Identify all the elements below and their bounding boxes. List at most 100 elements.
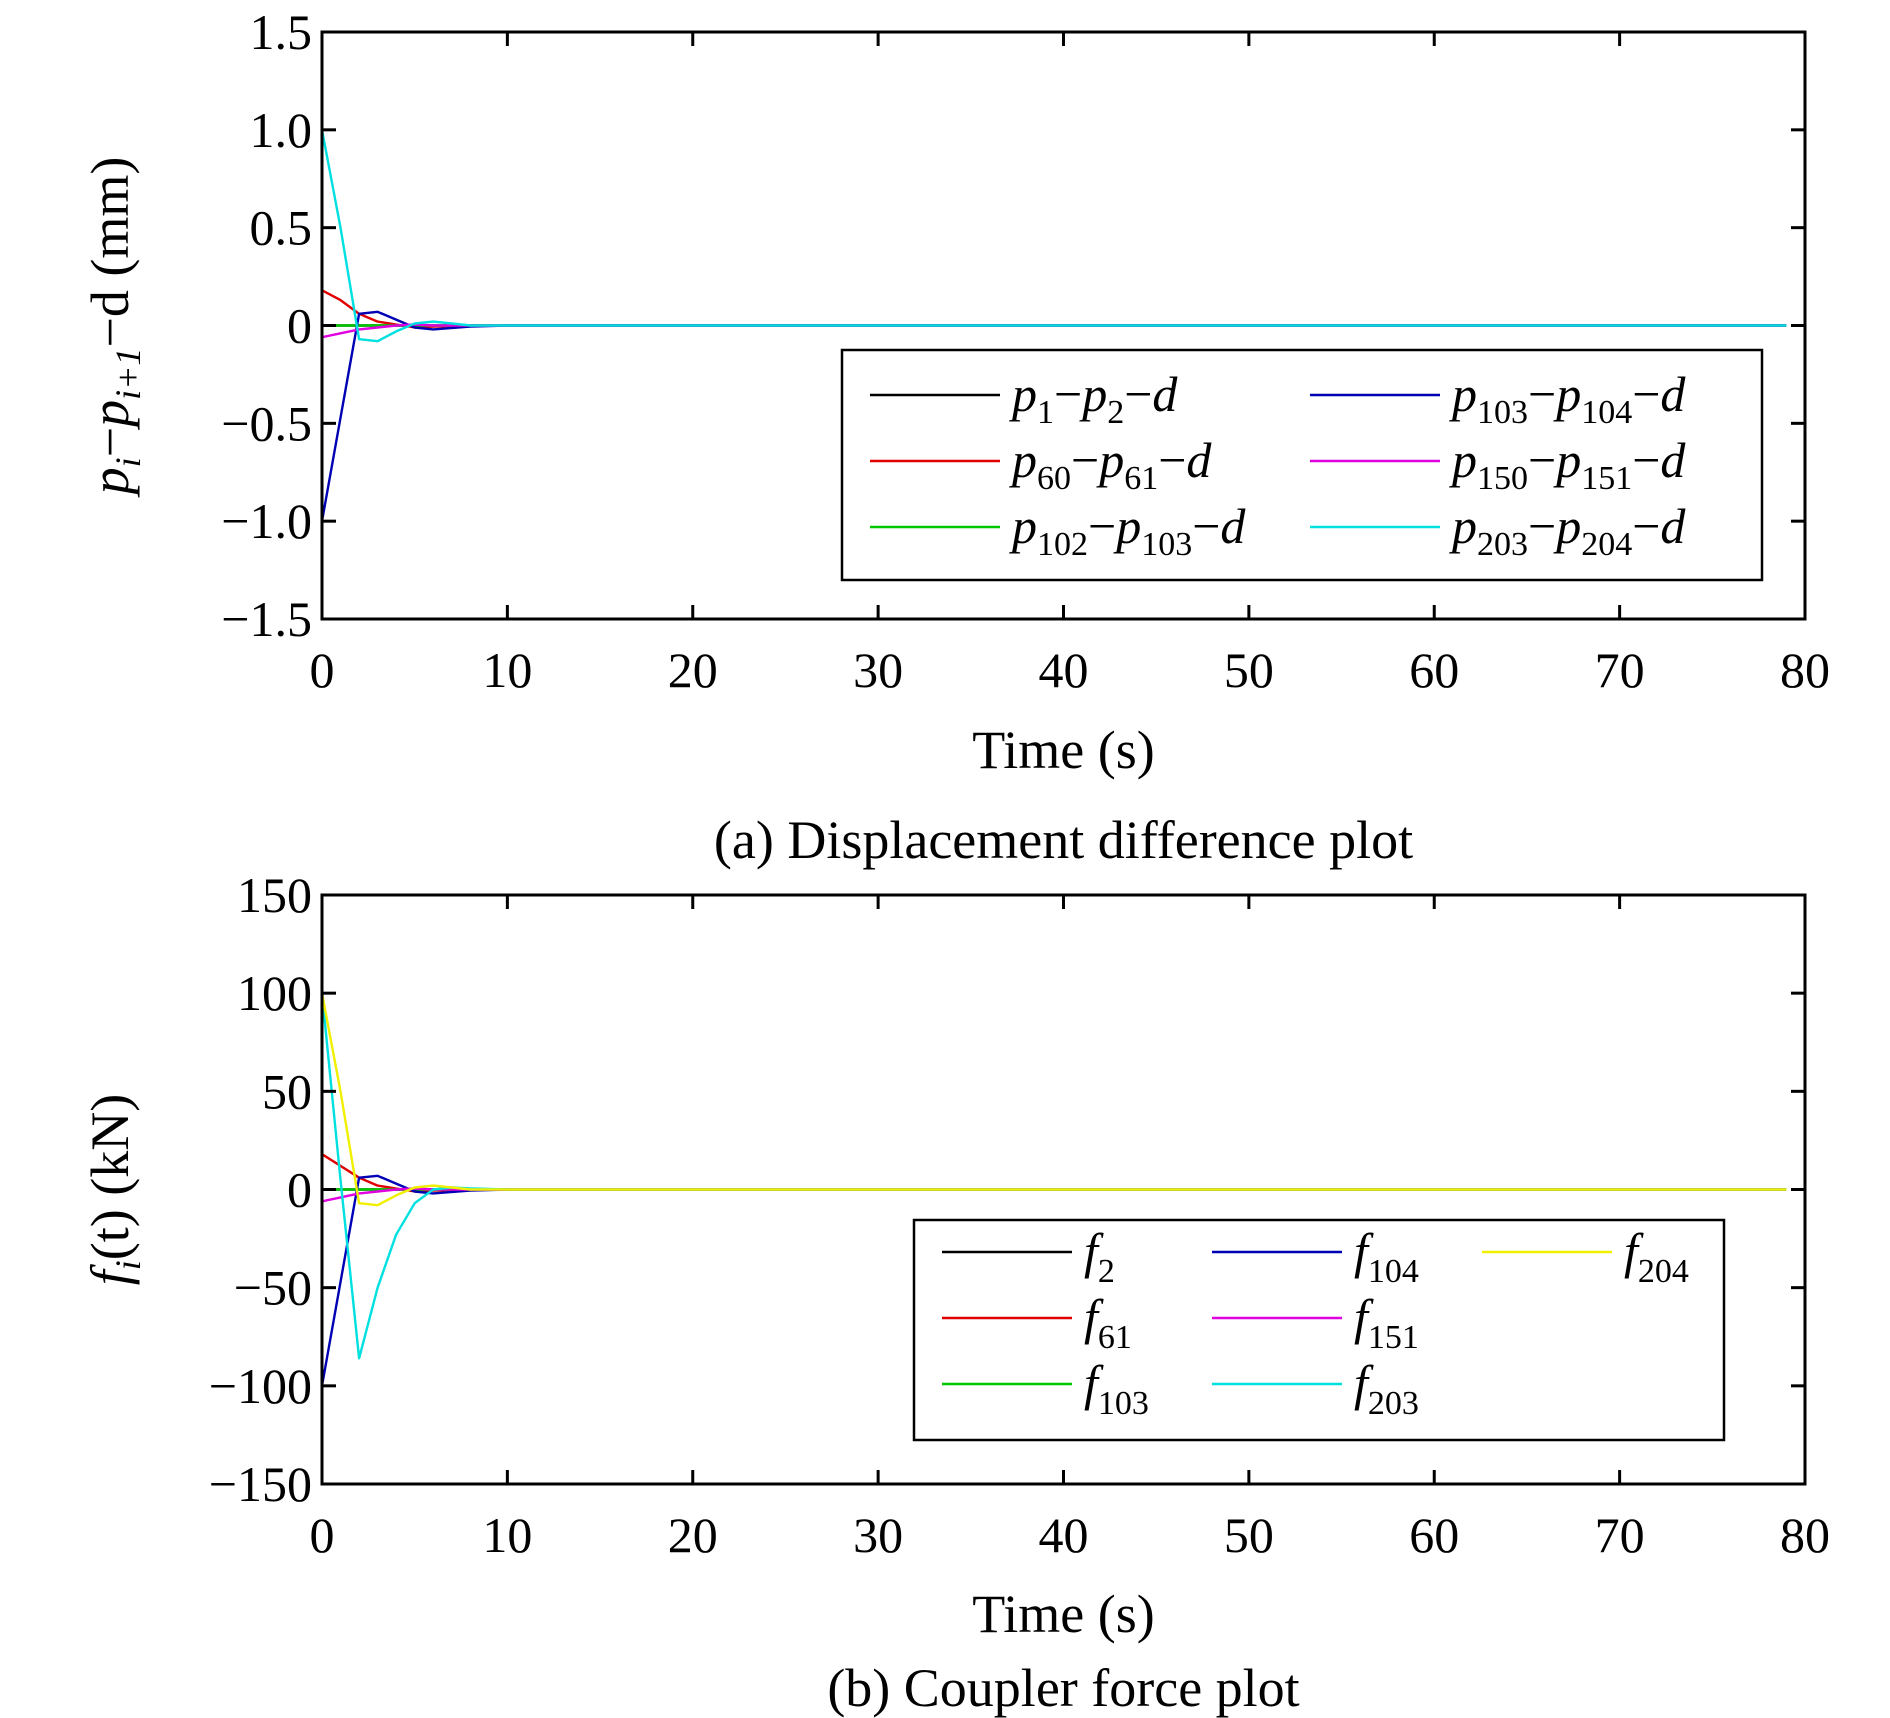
legend-p: p — [1009, 498, 1037, 554]
x-tick-label: 0 — [310, 642, 335, 698]
legend-dash: − — [1632, 498, 1660, 554]
legend-dash: − — [1054, 366, 1082, 422]
legend-box — [912, 1218, 1726, 1442]
y-tick-label: −1.5 — [221, 591, 312, 647]
legend-box — [840, 348, 1764, 582]
legend-label-3: f103 — [1084, 1355, 1149, 1422]
legend-sub: 2 — [1098, 1253, 1115, 1290]
legend-dash: − — [1528, 366, 1556, 422]
y-label-sub: i — [108, 1260, 148, 1270]
legend-p: p — [1449, 432, 1477, 488]
y-label-rest: −d (mm) — [80, 157, 140, 348]
legend-dash: − — [1528, 432, 1556, 488]
series-line-2 — [322, 1153, 1787, 1193]
y-axis-label: fi(t) (kN) — [80, 1094, 148, 1285]
x-tick-label: 60 — [1409, 1507, 1459, 1563]
x-tick-label: 70 — [1595, 1507, 1645, 1563]
x-axis-label: Time (s) — [972, 720, 1155, 780]
legend-sub: 203 — [1368, 1385, 1419, 1422]
x-tick-label: 40 — [1039, 642, 1089, 698]
series-line-7 — [322, 992, 1787, 1207]
y-tick-label: 0.5 — [250, 200, 313, 256]
legend-sub: 103 — [1477, 394, 1528, 431]
legend-dash: − — [1192, 498, 1220, 554]
legend-label-6: f203 — [1354, 1355, 1419, 1422]
legend-sub: 1 — [1037, 394, 1054, 431]
x-tick-label: 10 — [482, 642, 532, 698]
y-label-sub: i — [108, 457, 148, 467]
x-tick-label: 80 — [1780, 1507, 1830, 1563]
legend-sub: 61 — [1098, 1319, 1132, 1356]
legend-sub: 61 — [1124, 460, 1158, 497]
displacement-difference-plot: 0 10 20 30 40 50 60 70 80 1.5 1.0 0.5 0 −0.5 −1.0 −1.5 T… — [80, 4, 1830, 870]
legend-sub: 104 — [1581, 394, 1632, 431]
legend-dash: − — [1632, 366, 1660, 422]
legend-sub: 2 — [1107, 394, 1124, 431]
y-tick-label: −150 — [209, 1456, 312, 1512]
legend-sub: 103 — [1098, 1385, 1149, 1422]
legend-sub: 104 — [1368, 1253, 1419, 1290]
y-tick-label: 1.5 — [250, 4, 313, 60]
y-tick-label: 1.0 — [250, 102, 313, 158]
legend-sub: 204 — [1638, 1253, 1689, 1290]
legend-label-5: p150−p151−d — [1449, 432, 1686, 497]
legend-label-5: f151 — [1354, 1289, 1419, 1356]
y-tick-label: −100 — [209, 1358, 312, 1414]
y-tick-label: 0 — [287, 1162, 312, 1218]
y-label-sub: i+1 — [108, 348, 148, 400]
x-tick-label: 50 — [1224, 642, 1274, 698]
series-group — [322, 992, 1787, 1387]
y-label-p: p — [80, 400, 140, 431]
legend-sub: 150 — [1477, 460, 1528, 497]
y-label-rest: (t) (kN) — [80, 1094, 140, 1260]
legend-p: p — [1096, 432, 1124, 488]
y-tick-label: 150 — [237, 867, 312, 923]
legend-p: p — [1553, 432, 1581, 488]
legend: p1−p2−dp60−p61−dp102−p103−dp103−p104−dp1… — [840, 348, 1764, 582]
legend-label-1: p1−p2−d — [1009, 366, 1178, 431]
x-tick-label: 30 — [853, 642, 903, 698]
legend-sub: 102 — [1037, 526, 1088, 563]
x-tick-label: 0 — [310, 1507, 335, 1563]
legend-label-2: p60−p61−d — [1009, 432, 1212, 497]
x-tick-label: 60 — [1409, 642, 1459, 698]
y-tick-label: 100 — [237, 965, 312, 1021]
legend-sub: 203 — [1477, 526, 1528, 563]
legend-label-4: f104 — [1354, 1223, 1419, 1290]
series-line-2 — [322, 289, 1787, 329]
y-tick-label: −0.5 — [221, 395, 312, 451]
x-tick-label: 70 — [1595, 642, 1645, 698]
legend-d: d — [1660, 432, 1686, 488]
legend-p: p — [1449, 366, 1477, 422]
legend-dash: − — [1528, 498, 1556, 554]
legend-p: p — [1449, 498, 1477, 554]
legend-sub: 151 — [1368, 1319, 1419, 1356]
legend-d: d — [1660, 366, 1686, 422]
x-tick-label: 80 — [1780, 642, 1830, 698]
y-label-p: p — [80, 467, 140, 498]
legend-label-3: p102−p103−d — [1009, 498, 1246, 563]
legend-dash: − — [1088, 498, 1116, 554]
legend-p: p — [1009, 366, 1037, 422]
series-group — [322, 129, 1787, 522]
series-line-6 — [322, 129, 1787, 343]
legend-p: p — [1113, 498, 1141, 554]
legend-sub: 103 — [1141, 526, 1192, 563]
y-label-dash: − — [80, 427, 140, 457]
x-tick-label: 10 — [482, 1507, 532, 1563]
x-axis-label: Time (s) — [972, 1584, 1155, 1644]
legend-p: p — [1553, 366, 1581, 422]
y-tick-label: 0 — [287, 298, 312, 354]
legend-d: d — [1660, 498, 1686, 554]
legend-p: p — [1553, 498, 1581, 554]
y-axis-label: pi−pi+1−d (mm) — [80, 157, 148, 499]
legend-dash: − — [1124, 366, 1152, 422]
legend-p: p — [1009, 432, 1037, 488]
legend-d: d — [1152, 366, 1178, 422]
legend-sub: 60 — [1037, 460, 1071, 497]
y-tick-label: 50 — [262, 1063, 312, 1119]
legend-sub: 151 — [1581, 460, 1632, 497]
x-tick-label: 20 — [668, 642, 718, 698]
